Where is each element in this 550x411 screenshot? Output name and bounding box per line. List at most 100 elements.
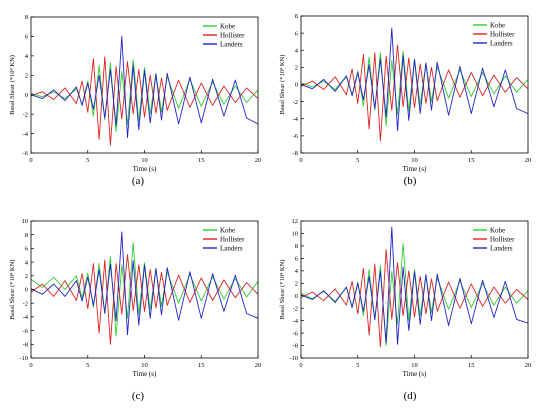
x-tick-label: 15: [198, 157, 205, 164]
y-axis-label: Basal Shear (*10⁴ KN): [9, 260, 16, 320]
y-tick-label: 0: [295, 293, 298, 300]
y-tick-label: -2: [23, 300, 28, 307]
x-tick-label: 0: [29, 362, 32, 369]
y-tick-label: -6: [293, 133, 299, 140]
legend-label: Landers: [490, 40, 513, 48]
y-tick-label: 12: [292, 218, 299, 225]
y-tick-label: 0: [295, 82, 298, 89]
y-tick-label: 2: [25, 273, 28, 280]
y-tick-label: 10: [292, 231, 299, 238]
y-tick-label: 8: [25, 232, 28, 239]
x-tick-label: 20: [525, 157, 532, 164]
y-tick-label: 0: [25, 287, 28, 294]
y-tick-label: -8: [293, 343, 298, 350]
x-tick-label: 5: [86, 157, 89, 164]
y-tick-label: 2: [295, 65, 298, 72]
x-tick-label: 5: [356, 362, 359, 369]
y-tick-label: 4: [295, 268, 299, 275]
x-axis-label: Time (s): [133, 370, 157, 378]
y-tick-label: 4: [295, 47, 299, 54]
y-tick-label: 4: [25, 53, 29, 60]
series-line-hollister: [31, 254, 258, 345]
legend-label: Landers: [220, 41, 243, 49]
y-tick-label: 8: [295, 13, 298, 20]
y-tick-label: -8: [23, 342, 28, 349]
series-group: [31, 231, 258, 345]
y-tick-label: -8: [293, 150, 298, 157]
y-tick-label: -6: [293, 330, 299, 337]
y-tick-label: -4: [23, 131, 29, 138]
y-tick-label: 2: [25, 72, 28, 79]
series-group: [31, 35, 258, 146]
series-line-landers: [31, 35, 258, 138]
legend-label: Kobe: [490, 227, 505, 235]
y-tick-label: 8: [25, 14, 28, 21]
series-line-landers: [301, 27, 528, 132]
x-tick-label: 0: [29, 157, 32, 164]
x-axis-label: Time (s): [403, 370, 427, 378]
panel-label: (d): [404, 390, 417, 402]
x-tick-label: 15: [468, 362, 475, 369]
series-line-hollister: [31, 56, 258, 146]
y-tick-label: -4: [23, 314, 29, 321]
y-tick-label: 6: [25, 246, 29, 253]
y-tick-label: -4: [293, 116, 299, 123]
legend-label: Kobe: [220, 227, 235, 235]
y-axis-label: Basal Shear (*10⁴ KN): [279, 260, 286, 320]
y-tick-label: -10: [19, 355, 28, 362]
legend-label: Hollister: [220, 236, 245, 244]
series-line-hollister: [301, 249, 528, 348]
legend-label: Hollister: [490, 31, 515, 39]
series-line-kobe: [31, 242, 258, 337]
series-group: [301, 27, 528, 142]
series-line-hollister: [301, 44, 528, 142]
y-tick-label: 2: [295, 280, 298, 287]
x-tick-label: 5: [86, 362, 89, 369]
y-tick-label: 6: [295, 256, 299, 263]
series-group: [301, 226, 528, 348]
y-tick-label: 6: [25, 34, 29, 41]
panel-label: (c): [132, 390, 145, 402]
panel-label: (b): [404, 175, 417, 187]
series-line-kobe: [301, 242, 528, 346]
y-tick-label: -2: [23, 111, 28, 118]
x-tick-label: 20: [525, 362, 532, 369]
y-tick-label: 0: [25, 92, 28, 99]
legend-label: Landers: [490, 245, 513, 253]
x-tick-label: 10: [411, 157, 418, 164]
legend-label: Landers: [220, 245, 243, 253]
x-axis-label: Time (s): [403, 165, 427, 173]
x-axis-label: Time (s): [133, 165, 157, 173]
x-tick-label: 10: [141, 157, 148, 164]
y-tick-label: -6: [23, 150, 29, 157]
series-line-landers: [301, 226, 528, 345]
y-tick-label: -6: [23, 328, 29, 335]
series-line-landers: [31, 231, 258, 336]
y-tick-label: 10: [22, 218, 29, 225]
y-axis-label: Basal Shear (*10⁴ KN): [9, 55, 16, 115]
chart-panel-a: 0 5 10 15 20 -6 -4 -2 0 2 4 6 8 Time (s) Basal Shear (…: [9, 14, 261, 187]
legend-label: Kobe: [490, 22, 505, 30]
legend-label: Hollister: [490, 236, 515, 244]
y-tick-label: 4: [25, 259, 29, 266]
x-tick-label: 10: [141, 362, 148, 369]
x-tick-label: 5: [356, 157, 359, 164]
y-tick-label: -2: [293, 99, 298, 106]
y-tick-label: 6: [295, 30, 299, 37]
x-tick-label: 20: [255, 157, 262, 164]
y-tick-label: 8: [295, 243, 298, 250]
legend-label: Hollister: [220, 32, 245, 40]
x-tick-label: 10: [411, 362, 418, 369]
x-tick-label: 20: [255, 362, 262, 369]
y-tick-label: -10: [289, 355, 298, 362]
panel-label: (a): [132, 175, 145, 187]
legend-label: Kobe: [220, 23, 235, 31]
y-axis-label: Basal Shear (*10⁴ KN): [279, 55, 286, 115]
y-tick-label: -4: [293, 318, 299, 325]
chart-panel-b: 0 5 10 15 20 -8 -6 -4 -2 0 2 4 6 8 Time (s) Basal Shear…: [279, 13, 531, 187]
x-tick-label: 0: [299, 157, 302, 164]
x-tick-label: 15: [468, 157, 475, 164]
chart-panel-d: 0 5 10 15 20 -10 -8 -6 -4 -2 0 2 4 6 8 10 12 Time (s) Basa…: [279, 218, 531, 402]
